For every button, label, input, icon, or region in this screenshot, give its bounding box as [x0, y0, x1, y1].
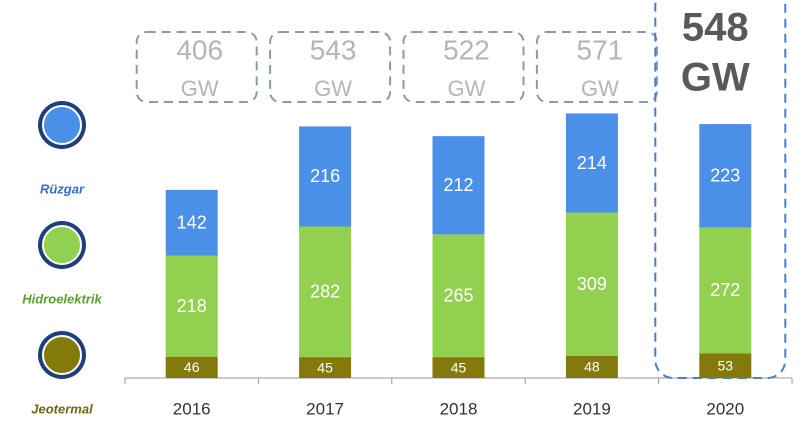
bar-segment [699, 124, 752, 228]
bar-segment [165, 255, 218, 357]
value-label: 212 [443, 175, 473, 195]
legend-item: Jeotermal [31, 331, 93, 416]
x-tick-label: 2016 [173, 399, 211, 418]
value-label: 282 [310, 282, 340, 302]
legend-icon [42, 105, 82, 145]
value-label: 218 [177, 296, 207, 316]
total-label: 571 [577, 34, 624, 65]
value-label: 142 [177, 213, 207, 233]
bar-segment [565, 212, 618, 356]
value-label: 48 [584, 359, 600, 375]
legend-item: Rüzgar [38, 101, 86, 196]
total-label: 406 [176, 34, 223, 65]
bar-segment [299, 226, 352, 358]
bar-segment [432, 357, 485, 378]
x-tick-label: 2019 [573, 399, 611, 418]
bar-segment [165, 189, 218, 256]
legend-item: Hidroelektrik [22, 221, 103, 306]
total-label: 522 [443, 34, 490, 65]
value-label: 46 [184, 359, 200, 375]
total-box [535, 31, 658, 103]
total-box [135, 31, 258, 103]
total-box [402, 31, 525, 103]
bar-segment [432, 136, 485, 235]
value-label: 45 [451, 359, 467, 375]
bar-segment [299, 126, 352, 227]
total-unit: GW [681, 56, 750, 100]
total-label: 548 [682, 6, 749, 50]
legend-icon [42, 225, 82, 265]
total-box [269, 31, 392, 103]
x-tick-label: 2018 [440, 399, 478, 418]
value-label: 272 [710, 280, 740, 300]
value-label: 53 [718, 357, 734, 373]
bar-segment [565, 113, 618, 213]
bar-segment [699, 227, 752, 354]
value-label: 309 [577, 274, 607, 294]
x-tick-label: 2017 [306, 399, 344, 418]
bar-segment [699, 353, 752, 378]
total-unit: GW [581, 76, 619, 101]
bar-segment [299, 357, 352, 378]
legend-label: Jeotermal [31, 401, 93, 416]
value-label: 223 [710, 166, 740, 186]
total-unit: GW [448, 76, 486, 101]
value-label: 214 [577, 153, 607, 173]
total-unit: GW [181, 76, 219, 101]
value-label: 265 [443, 286, 473, 306]
bar-segment [565, 355, 618, 378]
value-label: 216 [310, 166, 340, 186]
value-label: 45 [317, 359, 333, 375]
total-label: 543 [310, 34, 357, 65]
x-tick-label: 2020 [706, 399, 744, 418]
highlight-box [654, 0, 787, 379]
bar-segment [165, 356, 218, 378]
legend-icon [42, 335, 82, 375]
bar-segment [432, 234, 485, 358]
legend-label: Rüzgar [40, 181, 85, 196]
total-unit: GW [314, 76, 352, 101]
legend-label: Hidroelektrik [22, 291, 102, 306]
